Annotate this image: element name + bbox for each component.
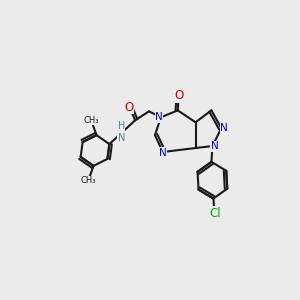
Text: H
N: H N (118, 122, 125, 143)
Text: N: N (211, 141, 218, 151)
Text: N: N (155, 112, 163, 122)
Text: N: N (220, 123, 228, 133)
Text: Cl: Cl (210, 207, 221, 220)
Text: CH₃: CH₃ (81, 176, 96, 185)
Text: O: O (124, 101, 134, 114)
Text: O: O (174, 89, 183, 102)
Text: CH₃: CH₃ (84, 116, 99, 125)
Text: N: N (159, 148, 167, 158)
